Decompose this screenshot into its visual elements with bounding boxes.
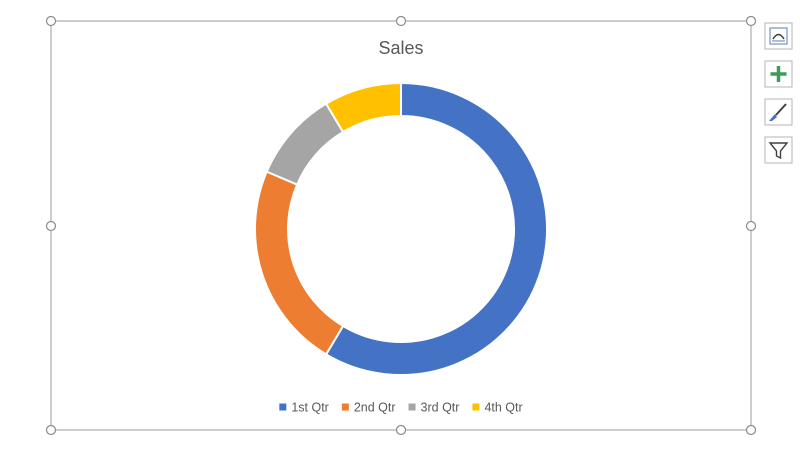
chart-styles-button[interactable] — [764, 98, 793, 126]
chart-filters-button[interactable] — [764, 136, 793, 164]
legend-label: 3rd Qtr — [421, 400, 460, 414]
resize-handles — [45, 15, 757, 436]
legend-swatch — [279, 403, 287, 411]
resize-handle[interactable] — [395, 424, 407, 436]
doughnut-slice — [324, 81, 548, 376]
doughnut-slice — [324, 81, 402, 134]
legend-swatch — [408, 403, 416, 411]
legend-swatch — [341, 403, 349, 411]
legend: 1st Qtr 2nd Qtr 3rd Qtr 4th Qtr — [279, 400, 523, 414]
resize-handle[interactable] — [745, 220, 757, 232]
plot-area — [254, 81, 548, 376]
legend-swatch — [472, 403, 480, 411]
resize-handle[interactable] — [45, 424, 57, 436]
resize-handle[interactable] — [45, 15, 57, 27]
add-element-button[interactable] — [764, 60, 793, 88]
resize-handle[interactable] — [45, 220, 57, 232]
legend-label: 4th Qtr — [484, 400, 522, 414]
chart-elements-button[interactable] — [764, 22, 793, 50]
legend-label: 1st Qtr — [291, 400, 329, 414]
resize-handle[interactable] — [395, 15, 407, 27]
chart-title: Sales — [378, 38, 423, 58]
legend-label: 2nd Qtr — [354, 400, 396, 414]
resize-handle[interactable] — [745, 15, 757, 27]
resize-handle[interactable] — [745, 424, 757, 436]
